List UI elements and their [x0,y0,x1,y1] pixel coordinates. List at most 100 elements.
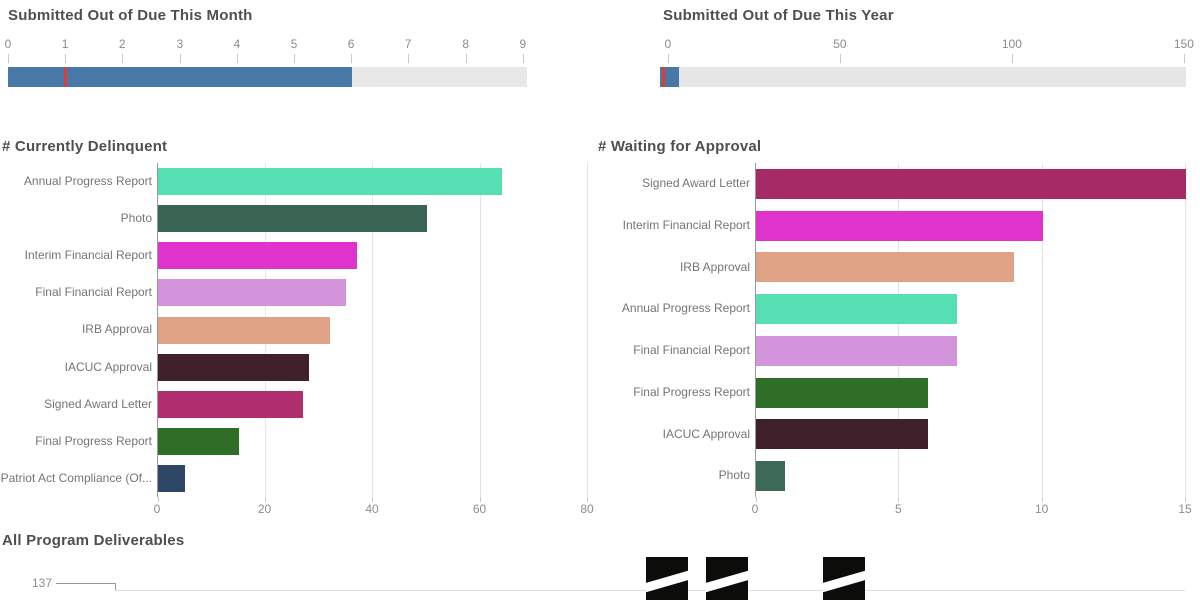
y-axis-tick-label: 137 [31,576,52,590]
plot-area [755,163,1186,502]
category-label[interactable]: Photo [120,211,152,226]
bullet-tick-label: 3 [176,37,184,51]
axis-tick-label: 10 [1034,502,1049,516]
bullet-fill[interactable] [660,67,679,87]
category-label[interactable]: Annual Progress Report [621,301,750,316]
bullet-track[interactable] [660,67,1186,87]
bar-waiting-approval-1[interactable] [756,210,1043,241]
category-label[interactable]: Final Progress Report [633,384,750,399]
bullet-axis: 0 1 2 3 4 5 6 7 8 9 [4,37,527,65]
bullet-tick-mark [522,54,524,63]
category-label[interactable]: Final Progress Report [35,433,152,448]
axis-tick-label: 60 [472,502,487,516]
axis-tick-mark [479,497,481,502]
bullet-tick-mark [351,54,353,63]
striped-data-mark-icon[interactable] [646,557,688,600]
bullet-tick-mark [179,54,181,63]
gridline [898,163,900,497]
axis-tick-label: 0 [751,502,759,516]
bullet-track[interactable] [8,67,527,87]
value-axis: 0 20 40 60 80 [153,502,594,516]
bar-currently-delinquent-6[interactable] [158,390,304,418]
bullet-tick-mark [667,54,669,63]
category-label[interactable]: Signed Award Letter [642,176,750,190]
category-label[interactable]: IACUC Approval [662,426,750,441]
waiting-approval-chart: # Waiting for Approval Signed Award Lett… [598,138,1200,530]
bullet-tick-label: 4 [233,37,241,51]
bullet-tick-label: 0 [4,37,12,51]
bullet-tick-mark [465,54,467,63]
gridline [479,163,481,497]
gridline [372,163,373,497]
bar-currently-delinquent-4[interactable] [158,316,330,344]
axis-tick-mark [264,497,266,502]
bullet-tick-mark [8,54,9,63]
bullet-axis: 0 50 100 150 [660,37,1194,65]
bar-currently-delinquent-8[interactable] [158,464,185,492]
bar-currently-delinquent-1[interactable] [158,205,427,233]
category-label[interactable]: Interim Financial Report [24,248,152,263]
striped-data-mark-icon[interactable] [706,557,748,600]
bar-waiting-approval-3[interactable] [756,294,957,325]
bar-currently-delinquent-3[interactable] [158,279,347,307]
bullet-tick-label: 100 [1001,37,1022,51]
chart-title-deliverables: All Program Deliverables [2,532,185,549]
axis-tick-label: 5 [894,502,902,516]
category-label[interactable]: IACUC Approval [64,359,152,374]
bar-waiting-approval-5[interactable] [756,377,928,408]
bullet-chart-month: Submitted Out of Due This Month 0 1 2 3 4 5 6 7… [4,7,527,92]
bullet-chart-year: Submitted Out of Due This Year 0 50 100 150 [660,7,1194,92]
bullet-tick-label: 1 [61,37,69,51]
category-label[interactable]: IRB Approval [81,322,152,337]
chart-title-delinquent: # Currently Delinquent [2,138,168,155]
bar-waiting-approval-7[interactable] [756,461,785,492]
bullet-tick-mark [293,54,295,63]
bullet-target-marker [661,67,665,87]
bar-currently-delinquent-7[interactable] [158,427,239,455]
axis-tick-mark [898,497,900,502]
category-label[interactable]: Patriot Act Compliance (Of... [0,470,152,485]
axis-tick-label: 40 [365,502,379,516]
bullet-tick-mark [839,54,841,63]
category-label[interactable]: Final Financial Report [633,343,750,357]
axis-tick-label: 0 [153,502,161,516]
bullet-tick-label: 5 [290,37,298,51]
axis-tick-mark [372,497,373,502]
axis-tick-mark [587,497,588,502]
axis-tick-label: 15 [1178,502,1192,516]
bullet-tick-mark [236,54,238,63]
bullet-tick-label: 9 [519,37,527,51]
gridline [1185,163,1186,497]
bullet-tick-mark [1011,54,1013,63]
y-axis-tick-mark [56,583,115,584]
bullet-fill[interactable] [8,67,352,87]
category-label[interactable]: Final Financial Report [35,285,152,300]
axis-tick-mark [158,497,159,502]
category-label[interactable]: Photo [718,468,750,483]
category-label[interactable]: IRB Approval [679,259,750,274]
y-axis-line [115,583,116,591]
bar-currently-delinquent-2[interactable] [158,242,357,270]
bar-waiting-approval-2[interactable] [756,252,1014,283]
category-label[interactable]: Signed Award Letter [44,396,152,411]
bullet-tick-label: 7 [404,37,412,51]
bar-currently-delinquent-5[interactable] [158,353,309,381]
bullet-tick-mark [122,54,124,63]
bar-currently-delinquent-0[interactable] [158,168,502,196]
bullet-target-marker [64,67,68,87]
bar-waiting-approval-6[interactable] [756,419,928,450]
plot-area [157,163,588,502]
category-label[interactable]: Annual Progress Report [23,174,152,188]
category-label[interactable]: Interim Financial Report [622,217,750,232]
chart-title-waiting: # Waiting for Approval [598,138,762,155]
bar-waiting-approval-0[interactable] [756,168,1186,199]
bullet-tick-label: 150 [1173,37,1194,51]
bar-waiting-approval-4[interactable] [756,335,957,366]
all-program-deliverables-chart: All Program Deliverables 137 [0,532,1200,600]
axis-tick-label: 20 [257,502,272,516]
striped-data-mark-icon[interactable] [823,557,865,600]
bullet-tick-mark [408,54,410,63]
bullet-tick-label: 0 [664,37,672,51]
chart-title-year: Submitted Out of Due This Year [663,7,894,24]
axis-tick-mark [1185,497,1186,502]
